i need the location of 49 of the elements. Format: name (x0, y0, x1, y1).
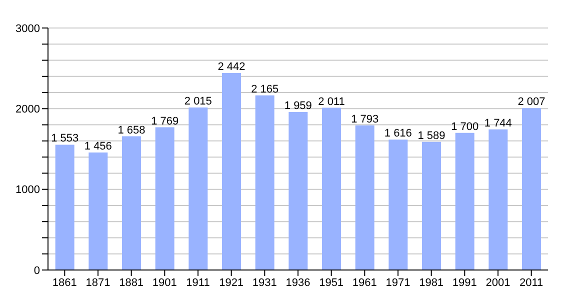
x-tick-label: 1901 (152, 276, 177, 289)
x-tick-label: 2011 (520, 276, 544, 289)
bar (55, 144, 74, 270)
bar (222, 73, 241, 270)
data-label: 1 658 (118, 124, 146, 136)
y-tick-label: 0 (34, 264, 40, 277)
x-tick-label: 1961 (352, 276, 377, 289)
bar (522, 108, 541, 270)
data-label: 1 744 (484, 117, 512, 130)
data-label: 2 165 (251, 83, 279, 96)
data-label: 1 700 (451, 120, 479, 133)
bar (88, 152, 108, 270)
data-label: 2 015 (184, 95, 212, 108)
data-label: 1 456 (84, 140, 112, 153)
x-tick-label: 1861 (52, 276, 77, 289)
data-label: 2 007 (518, 96, 546, 108)
bar (455, 132, 474, 270)
bar (322, 108, 341, 270)
bar (355, 125, 374, 270)
data-label: 1 589 (418, 130, 446, 142)
x-tick-label: 1871 (86, 276, 110, 289)
x-tick-label: 2001 (486, 276, 510, 289)
x-tick-label: 1911 (186, 276, 210, 289)
x-tick-label: 1951 (319, 276, 344, 289)
x-tick-label: 1991 (452, 276, 477, 289)
data-label: 1 769 (151, 115, 179, 128)
x-tick-label: 1971 (386, 276, 410, 289)
data-label: 2 011 (318, 96, 345, 108)
x-tick-label: 1921 (219, 276, 244, 289)
data-label: 1 959 (284, 100, 312, 112)
bar (155, 127, 174, 270)
bar (255, 95, 274, 270)
y-tick-label: 3000 (16, 22, 40, 35)
bar (422, 142, 441, 270)
bar (288, 112, 308, 270)
bar (388, 140, 408, 270)
x-tick-label: 1931 (252, 276, 277, 289)
data-label: 1 553 (51, 132, 79, 145)
y-tick-label: 1000 (16, 184, 40, 196)
x-tick-label: 1881 (119, 276, 144, 289)
y-tick-label: 2000 (16, 104, 40, 116)
bar (122, 136, 141, 270)
data-label: 2 442 (218, 61, 246, 74)
data-label: 1 616 (384, 128, 412, 140)
x-tick-label: 1981 (419, 276, 444, 289)
data-label: 1 793 (351, 113, 379, 126)
bar (488, 129, 508, 270)
x-tick-label: 1936 (286, 276, 310, 289)
bar (188, 107, 208, 270)
